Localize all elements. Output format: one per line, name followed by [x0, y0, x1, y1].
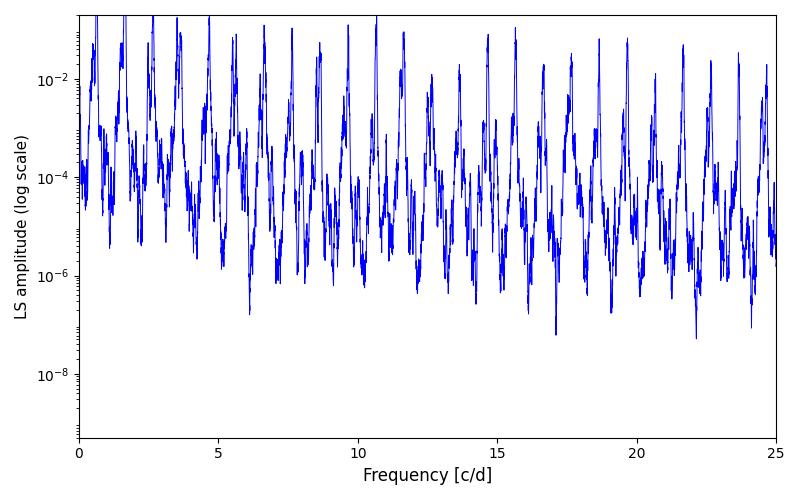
Y-axis label: LS amplitude (log scale): LS amplitude (log scale) [15, 134, 30, 319]
X-axis label: Frequency [c/d]: Frequency [c/d] [363, 467, 492, 485]
